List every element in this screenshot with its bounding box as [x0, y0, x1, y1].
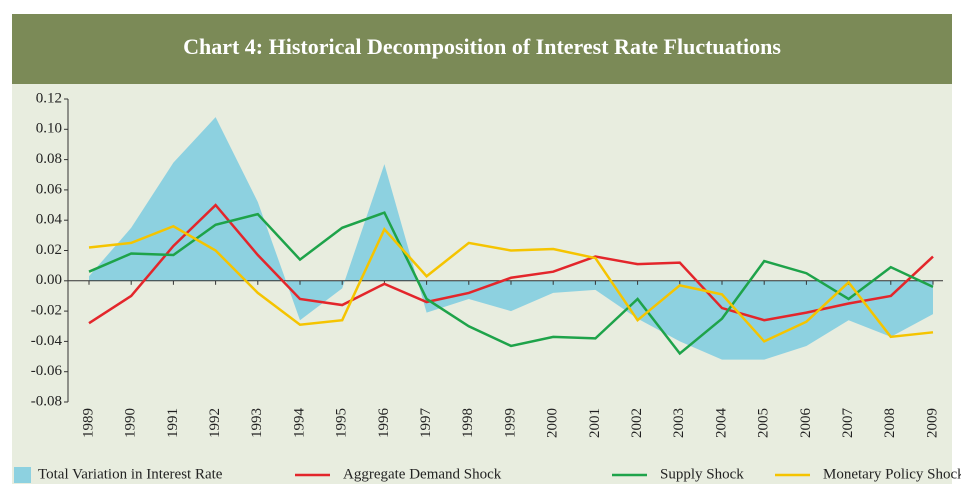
- title-banner: [12, 14, 952, 84]
- y-tick-label: 0.04: [36, 212, 63, 228]
- x-tick-label: 1991: [165, 408, 181, 438]
- y-tick-label: 0.08: [36, 151, 62, 167]
- x-tick-label: 1990: [123, 408, 139, 438]
- x-tick-label: 1999: [502, 408, 518, 438]
- legend-label: Supply Shock: [660, 466, 744, 482]
- x-tick-label: 2003: [671, 408, 687, 438]
- y-tick-label: 0.12: [36, 90, 62, 106]
- x-tick-label: 2007: [840, 408, 856, 439]
- x-tick-label: 2000: [545, 408, 561, 438]
- y-tick-label: 0.00: [36, 272, 62, 288]
- x-tick-label: 2004: [713, 408, 729, 439]
- x-tick-label: 1994: [291, 408, 307, 439]
- y-tick-label: -0.06: [31, 363, 63, 379]
- y-tick-label: -0.02: [31, 303, 62, 319]
- x-tick-label: 1998: [460, 408, 476, 438]
- x-tick-label: 2001: [587, 408, 603, 438]
- x-tick-label: 1992: [207, 408, 223, 438]
- legend-label: Total Variation in Interest Rate: [38, 466, 223, 482]
- x-tick-label: 1997: [418, 408, 434, 439]
- x-tick-label: 2009: [924, 408, 940, 438]
- line: [88, 224, 934, 343]
- legend-swatch: [14, 467, 31, 483]
- line: [88, 211, 934, 356]
- y-tick-label: 0.06: [36, 181, 63, 197]
- y-tick-label: -0.04: [31, 333, 63, 349]
- x-tick-label: 1996: [376, 408, 392, 439]
- x-tick-label: 1993: [249, 408, 265, 438]
- legend-label: Monetary Policy Shock: [823, 466, 961, 482]
- y-tick-label: 0.02: [36, 242, 62, 258]
- x-tick-label: 2002: [629, 408, 645, 438]
- y-tick-label: -0.08: [31, 393, 62, 409]
- x-tick-label: 2006: [798, 408, 814, 439]
- x-tick-label: 2008: [882, 408, 898, 438]
- chart-title: Chart 4: Historical Decomposition of Int…: [183, 34, 781, 59]
- y-tick-label: 0.10: [36, 121, 62, 137]
- x-tick-label: 1989: [80, 408, 96, 438]
- x-tick-label: 1995: [334, 408, 350, 438]
- x-tick-label: 2005: [756, 408, 772, 438]
- legend-label: Aggregate Demand Shock: [343, 466, 502, 482]
